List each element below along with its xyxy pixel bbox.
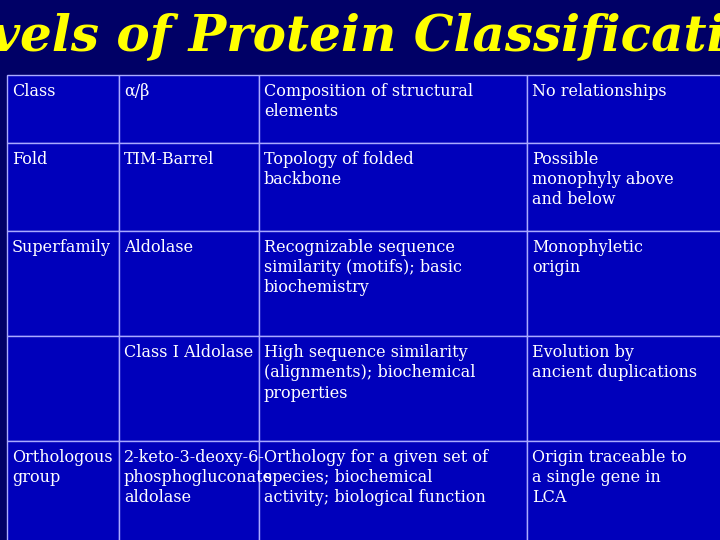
Bar [119,143,259,231]
Bar [259,336,527,441]
Bar [7,231,119,336]
Bar [119,75,259,143]
Text: Levels of Protein Classification: Levels of Protein Classification [0,12,720,62]
Bar [527,441,720,540]
Bar [7,75,119,143]
Bar [7,441,119,540]
Text: Class I Aldolase: Class I Aldolase [124,344,253,361]
Text: High sequence similarity
(alignments); biochemical
properties: High sequence similarity (alignments); b… [264,344,475,402]
Text: 2-keto-3-deoxy-6-
phosphogluconate
aldolase: 2-keto-3-deoxy-6- phosphogluconate aldol… [124,449,273,507]
Bar [259,441,527,540]
Text: Evolution by
ancient duplications: Evolution by ancient duplications [532,344,697,381]
Text: Recognizable sequence
similarity (motifs); basic
biochemistry: Recognizable sequence similarity (motifs… [264,239,462,296]
Text: Orthologous
group: Orthologous group [12,449,112,486]
Bar [119,336,259,441]
Text: Composition of structural
elements: Composition of structural elements [264,83,473,120]
Bar [259,231,527,336]
Bar [119,441,259,540]
Text: Fold: Fold [12,151,48,168]
Text: Superfamily: Superfamily [12,239,111,256]
Bar [527,336,720,441]
Text: Monophyletic
origin: Monophyletic origin [532,239,643,276]
Text: TIM-Barrel: TIM-Barrel [124,151,215,168]
Bar [527,143,720,231]
Text: Possible
monophyly above
and below: Possible monophyly above and below [532,151,674,208]
Text: Aldolase: Aldolase [124,239,193,256]
Text: Orthology for a given set of
species; biochemical
activity; biological function: Orthology for a given set of species; bi… [264,449,488,507]
Text: No relationships: No relationships [532,83,667,100]
Text: Class: Class [12,83,55,100]
Bar [527,231,720,336]
Text: Origin traceable to
a single gene in
LCA: Origin traceable to a single gene in LCA [532,449,687,507]
Text: Topology of folded
backbone: Topology of folded backbone [264,151,414,188]
Bar [119,231,259,336]
Text: α/β: α/β [124,83,149,100]
Bar [527,75,720,143]
Bar [259,75,527,143]
Bar [7,143,119,231]
Bar [7,336,119,441]
Bar [259,143,527,231]
